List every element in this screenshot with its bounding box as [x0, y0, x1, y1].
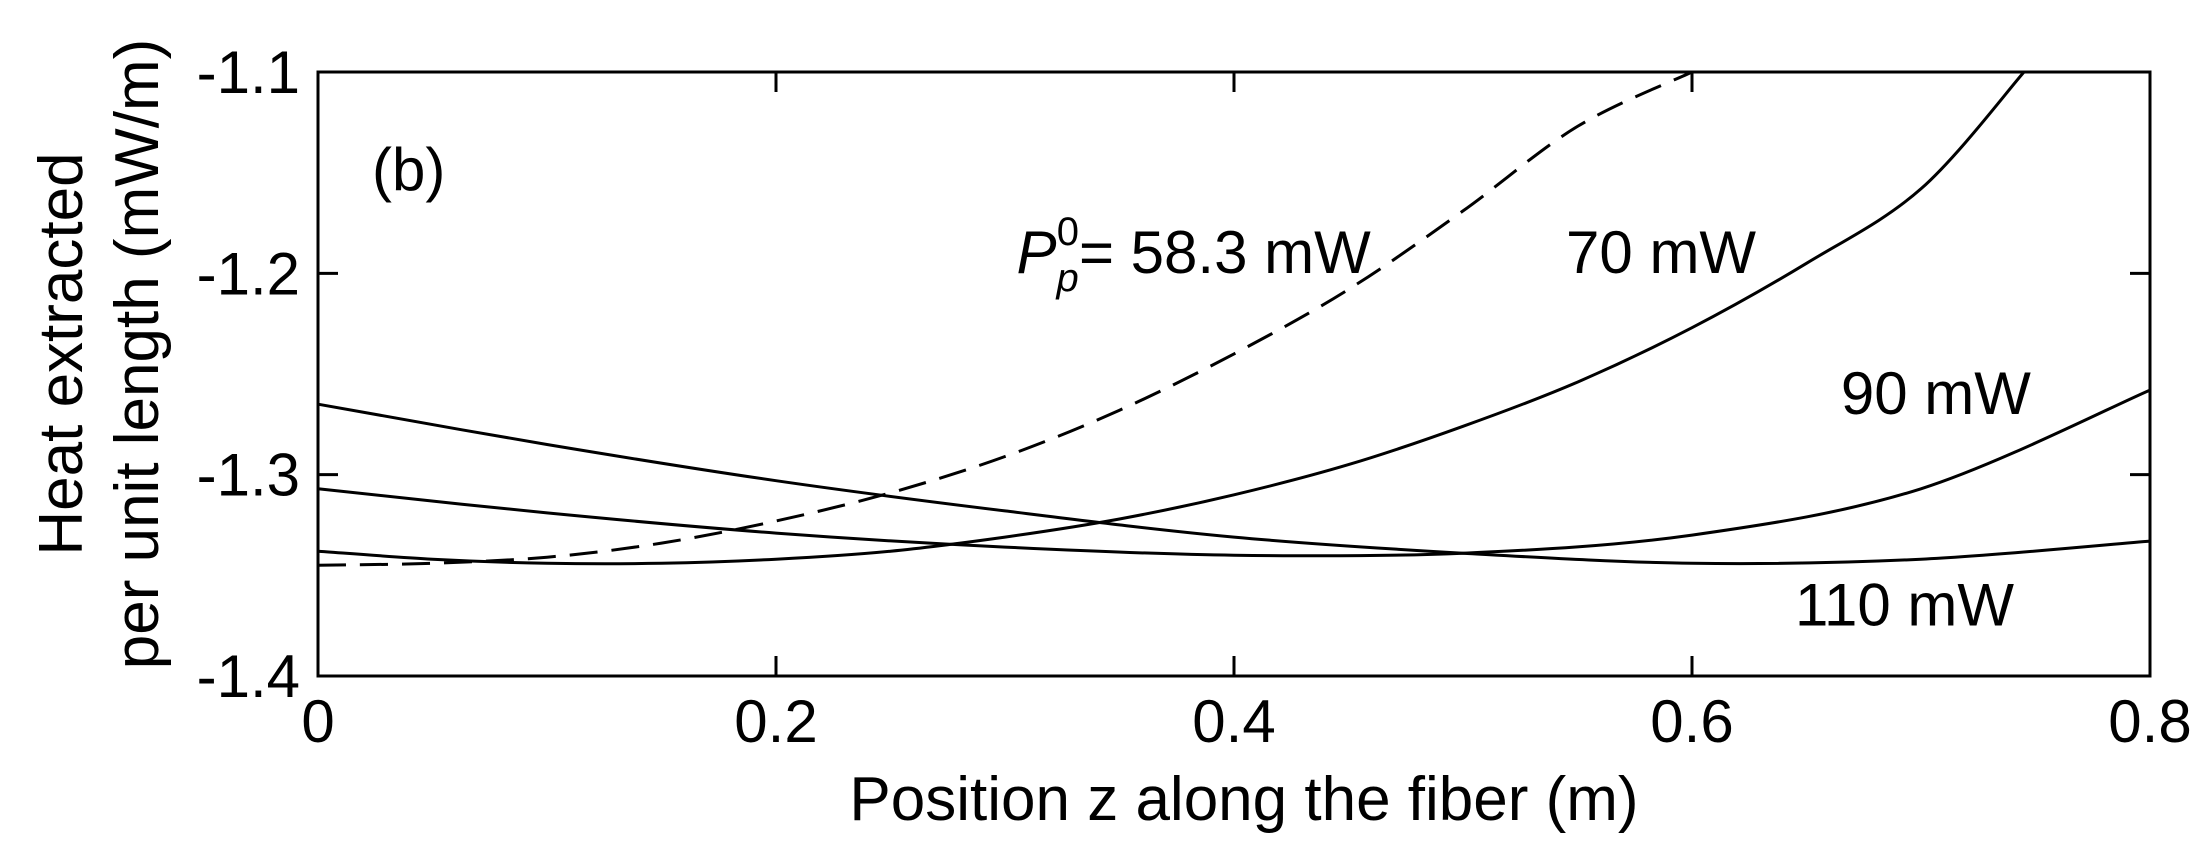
annotation-label: 110 mW [1795, 572, 2014, 639]
series-line-110-mw [317, 402, 2151, 566]
x-tick-label: 0.6 [1650, 688, 1733, 755]
y-axis-title-line1: Heat extracted [27, 152, 96, 555]
x-tick-label: 0 [301, 688, 334, 755]
y-tick-label: -1.2 [197, 240, 300, 307]
annotation-pump-power: Pp0= 58.3 mW [1016, 210, 1371, 300]
series-line-90-mw [317, 388, 2151, 558]
series-line-58-3-mw [317, 70, 1693, 567]
x-tick-label: 0.2 [734, 688, 817, 755]
annotation-label: 90 mW [1841, 360, 2031, 427]
x-tick-label: 0.4 [1192, 688, 1275, 755]
series-line-70-mw [317, 71, 2026, 566]
y-tick-label: -1.1 [197, 39, 300, 106]
annotation-label: 70 mW [1566, 219, 1756, 286]
y-tick-label: -1.4 [197, 643, 300, 710]
y-axis-title-line2: per unit length (mW/m) [103, 39, 172, 670]
x-axis-title: Position z along the fiber (m) [849, 765, 1638, 834]
x-tick-label: 0.8 [2108, 688, 2191, 755]
y-tick-label: -1.3 [197, 442, 300, 509]
panel-label: (b) [372, 136, 445, 203]
